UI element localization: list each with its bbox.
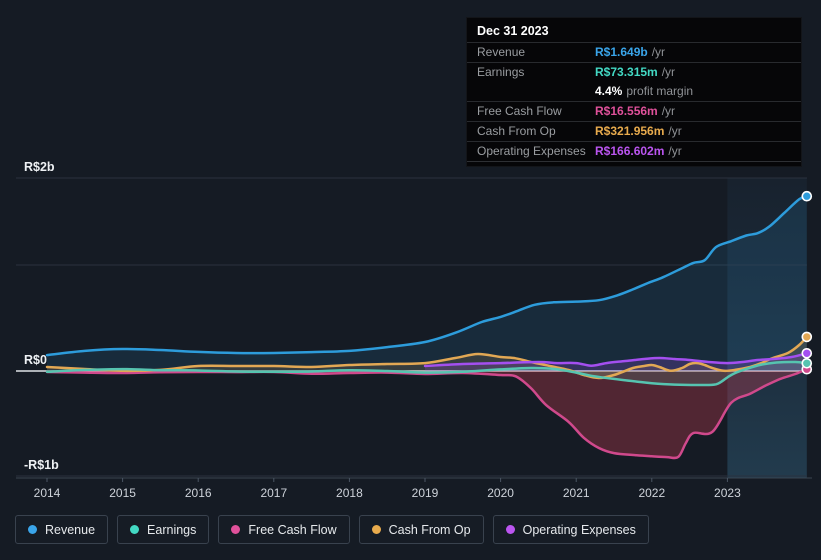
earnings-line[interactable] [45,360,809,387]
x-axis-label: 2020 [487,486,514,500]
chart-canvas[interactable]: R$2b R$0 -R$1b 2014 2015 2016 2017 2018 2019 2020… [0,0,821,505]
legend-label: Revenue [45,522,96,537]
legend-label: Cash From Op [388,522,471,537]
tooltip-suffix: profit margin [626,84,694,98]
legend-item-free-cash-flow[interactable]: Free Cash Flow [218,515,350,544]
x-axis-label: 2015 [109,486,136,500]
operating_expenses-line[interactable] [423,352,809,368]
tooltip-row-earnings: Earnings R$73.315m /yr [467,62,801,82]
legend-label: Free Cash Flow [248,522,337,537]
cash-from-op-dot-icon [371,525,381,534]
tooltip-label: Earnings [477,65,525,79]
y-axis-label: R$2b [24,160,55,174]
tooltip-suffix: /yr [668,144,682,158]
cash_from_op-area [47,336,807,378]
free-cash-flow-dot-icon [231,525,241,534]
legend-item-cash-from-op[interactable]: Cash From Op [358,515,484,544]
x-axis-label: 2021 [563,486,590,500]
legend-item-earnings[interactable]: Earnings [117,515,210,544]
x-axis-label: 2016 [185,486,212,500]
tooltip-value: R$321.956m [595,124,665,138]
revenue-dot-icon [28,525,37,534]
x-axis-label: 2018 [336,486,363,500]
earnings-area [47,361,807,386]
tooltip-row-free-cash-flow: Free Cash Flow R$16.556m /yr [467,101,801,121]
data-tooltip: Dec 31 2023 Revenue R$1.649b /yr Earning… [466,17,802,167]
earnings-dot-icon [130,525,140,534]
tooltip-label: Free Cash Flow [477,104,562,118]
tooltip-value: R$166.602m [595,144,665,158]
tooltip-value: 4.4% [595,84,623,98]
tooltip-label: Revenue [477,45,526,59]
x-axis-label: 2023 [714,486,741,500]
operating-expenses-dot-icon [505,525,515,534]
revenue-line[interactable] [45,194,809,357]
tooltip-suffix: /yr [668,124,682,138]
tooltip-footer [467,161,801,166]
tooltip-value: R$1.649b [595,45,648,59]
tooltip-label: Operating Expenses [477,144,586,158]
tooltip-suffix: /yr [651,45,666,59]
chart-legend: Revenue Earnings Free Cash Flow Cash Fro… [15,515,649,544]
y-axis-label: R$0 [24,353,47,367]
legend-label: Earnings [147,522,197,537]
x-axis-label: 2022 [638,486,665,500]
x-axis-label: 2019 [412,486,439,500]
tooltip-suffix: /yr [661,104,676,118]
tooltip-value: R$73.315m [595,65,658,79]
tooltip-date-title: Dec 31 2023 [477,24,549,38]
tooltip-row-revenue: Revenue R$1.649b /yr [467,42,801,62]
y-axis-label: -R$1b [24,458,59,472]
end-marker-cash_from_op[interactable] [801,331,813,343]
free_cash_flow-area [47,369,807,459]
tooltip-row-operating-expenses: Operating Expenses R$166.602m /yr [467,141,801,161]
tooltip-row-cash-from-op: Cash From Op R$321.956m /yr [467,121,801,141]
tooltip-suffix: /yr [661,65,676,79]
end-marker-operating_expenses[interactable] [801,347,813,359]
legend-label: Operating Expenses [522,522,636,537]
legend-item-operating-expenses[interactable]: Operating Expenses [492,515,649,544]
legend-item-revenue[interactable]: Revenue [15,515,109,544]
tooltip-value: R$16.556m [595,104,658,118]
tooltip-row-profit-margin: 4.4% profit margin [467,82,801,101]
end-marker-earnings[interactable] [801,357,813,369]
revenue-area [47,196,807,371]
x-axis-label: 2017 [260,486,287,500]
x-axis-label: 2014 [34,486,61,500]
tooltip-label: Cash From Op [477,124,556,138]
end-marker-revenue[interactable] [801,190,813,202]
